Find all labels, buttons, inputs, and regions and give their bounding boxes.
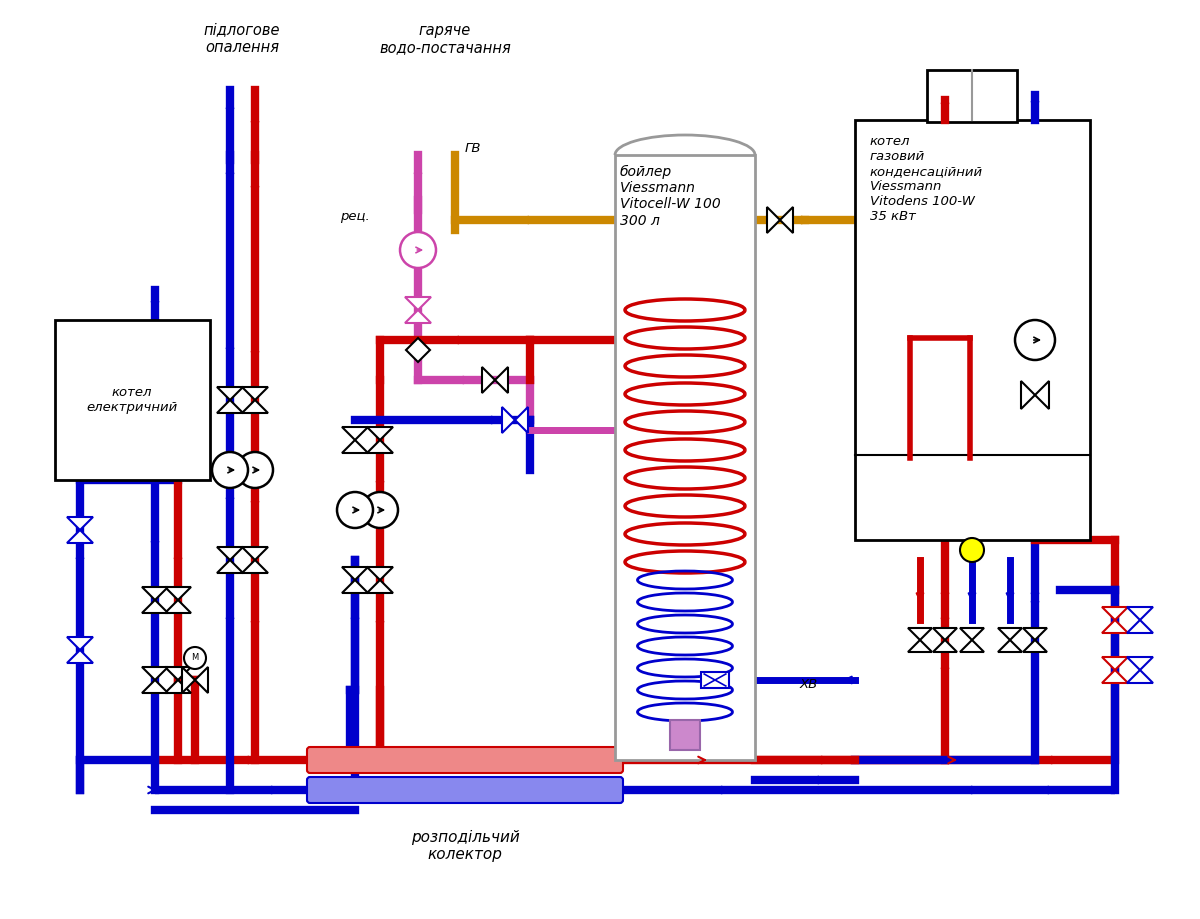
Polygon shape: [142, 667, 168, 680]
Polygon shape: [142, 680, 168, 693]
Polygon shape: [1034, 381, 1049, 409]
Polygon shape: [367, 427, 394, 440]
Polygon shape: [242, 547, 268, 560]
Polygon shape: [1102, 670, 1128, 683]
Circle shape: [184, 647, 206, 669]
Polygon shape: [1102, 620, 1128, 633]
Polygon shape: [406, 310, 431, 323]
Bar: [701, 672, 730, 687]
Circle shape: [212, 452, 248, 488]
Polygon shape: [934, 628, 958, 640]
FancyBboxPatch shape: [307, 747, 623, 773]
Polygon shape: [406, 297, 431, 310]
Polygon shape: [217, 400, 242, 413]
Polygon shape: [1127, 607, 1153, 620]
Polygon shape: [166, 600, 191, 613]
Polygon shape: [515, 407, 528, 433]
Polygon shape: [67, 517, 94, 530]
Polygon shape: [242, 560, 268, 573]
Bar: [928, 70, 1018, 122]
Polygon shape: [1021, 381, 1034, 409]
Polygon shape: [502, 407, 515, 433]
Text: котел
електричний: котел електричний: [86, 386, 178, 414]
Polygon shape: [367, 580, 394, 593]
Polygon shape: [1102, 607, 1128, 620]
Text: підлогове
опалення: підлогове опалення: [204, 23, 281, 55]
Polygon shape: [166, 667, 191, 680]
Polygon shape: [194, 667, 208, 693]
Polygon shape: [496, 367, 508, 393]
Polygon shape: [482, 367, 496, 393]
Circle shape: [960, 538, 984, 562]
Polygon shape: [166, 680, 191, 693]
Polygon shape: [142, 587, 168, 600]
Polygon shape: [934, 640, 958, 652]
Polygon shape: [342, 567, 368, 580]
Polygon shape: [1127, 620, 1153, 633]
Polygon shape: [780, 207, 793, 233]
Circle shape: [1015, 320, 1055, 360]
Circle shape: [238, 452, 274, 488]
FancyBboxPatch shape: [307, 777, 623, 803]
Polygon shape: [1127, 657, 1153, 670]
Polygon shape: [142, 600, 168, 613]
Text: гаряче
водо-постачання: гаряче водо-постачання: [379, 23, 511, 55]
Bar: [55, 320, 210, 480]
Polygon shape: [367, 440, 394, 453]
Circle shape: [337, 492, 373, 528]
Polygon shape: [217, 387, 242, 400]
Text: рец.: рец.: [341, 210, 370, 223]
Polygon shape: [342, 440, 368, 453]
Polygon shape: [242, 387, 268, 400]
Polygon shape: [67, 650, 94, 663]
Text: бойлер
Viessmann
Vitocell-W 100
300 л: бойлер Viessmann Vitocell-W 100 300 л: [620, 165, 721, 228]
Polygon shape: [908, 640, 932, 652]
Text: розподільчий
колектор: розподільчий колектор: [410, 830, 520, 862]
Circle shape: [400, 232, 436, 268]
Polygon shape: [767, 207, 780, 233]
Polygon shape: [908, 628, 932, 640]
Polygon shape: [217, 547, 242, 560]
Polygon shape: [1022, 628, 1046, 640]
Polygon shape: [406, 338, 430, 362]
Bar: [616, 155, 755, 760]
Text: M: M: [191, 653, 199, 663]
Text: ГВ: ГВ: [466, 142, 481, 155]
Polygon shape: [960, 640, 984, 652]
Text: ХВ: ХВ: [800, 678, 818, 691]
Polygon shape: [367, 567, 394, 580]
Polygon shape: [1127, 670, 1153, 683]
Polygon shape: [998, 628, 1022, 640]
Circle shape: [362, 492, 398, 528]
Polygon shape: [67, 637, 94, 650]
Polygon shape: [1022, 640, 1046, 652]
Polygon shape: [960, 628, 984, 640]
Polygon shape: [166, 587, 191, 600]
Polygon shape: [1102, 657, 1128, 670]
Polygon shape: [342, 580, 368, 593]
Polygon shape: [182, 667, 194, 693]
Polygon shape: [67, 530, 94, 543]
Polygon shape: [242, 400, 268, 413]
Polygon shape: [998, 640, 1022, 652]
Text: котел
газовий
конденсаційний
Viessmann
Vitodens 100-W
35 кВт: котел газовий конденсаційний Viessmann V…: [870, 135, 983, 223]
Bar: [854, 120, 1090, 540]
Polygon shape: [342, 427, 368, 440]
Polygon shape: [217, 560, 242, 573]
Bar: [670, 720, 700, 750]
